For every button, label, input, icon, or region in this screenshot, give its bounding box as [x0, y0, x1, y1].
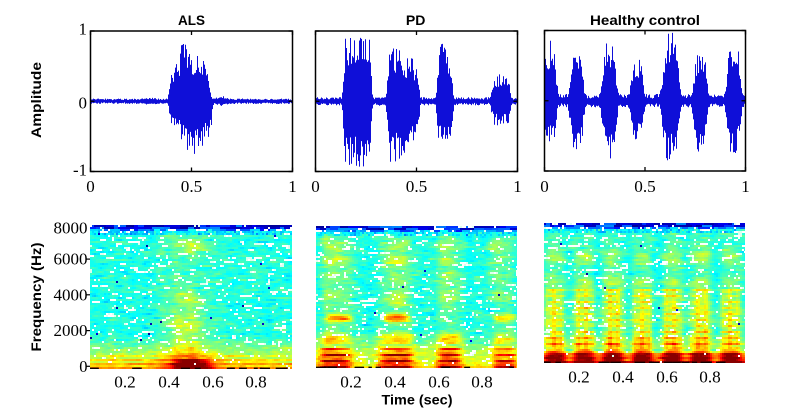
svg-text:Time (sec): Time (sec): [382, 392, 453, 408]
svg-text:0.4: 0.4: [612, 368, 634, 387]
svg-text:0: 0: [540, 177, 549, 196]
svg-text:0.5: 0.5: [634, 177, 656, 196]
svg-text:0.2: 0.2: [340, 373, 362, 392]
svg-text:0: 0: [311, 177, 320, 196]
svg-text:ALS: ALS: [178, 12, 205, 28]
svg-text:0.5: 0.5: [181, 177, 203, 196]
svg-text:0.8: 0.8: [245, 373, 267, 392]
svg-text:0.5: 0.5: [406, 177, 428, 196]
svg-text:0.2: 0.2: [568, 368, 590, 387]
svg-text:Frequency (Hz): Frequency (Hz): [28, 243, 44, 352]
svg-text:0.6: 0.6: [656, 368, 678, 387]
svg-text:6000: 6000: [54, 250, 88, 269]
svg-text:4000: 4000: [54, 285, 88, 304]
svg-text:-1: -1: [73, 161, 87, 180]
svg-text:1: 1: [288, 177, 297, 196]
svg-text:0.6: 0.6: [428, 373, 450, 392]
svg-text:0.6: 0.6: [202, 373, 224, 392]
svg-text:0.8: 0.8: [699, 368, 721, 387]
svg-text:Healthy control: Healthy control: [590, 12, 700, 28]
svg-text:0.2: 0.2: [114, 373, 136, 392]
svg-text:0.4: 0.4: [158, 373, 180, 392]
svg-text:0: 0: [86, 177, 95, 196]
svg-text:1: 1: [741, 177, 750, 196]
svg-text:0.4: 0.4: [384, 373, 406, 392]
svg-text:0: 0: [79, 357, 87, 376]
svg-text:1: 1: [513, 177, 522, 196]
svg-text:PD: PD: [406, 12, 426, 28]
svg-text:Amplitude: Amplitude: [28, 62, 44, 138]
svg-text:8000: 8000: [54, 219, 88, 238]
svg-text:0.8: 0.8: [471, 373, 493, 392]
svg-text:0: 0: [79, 94, 88, 113]
svg-text:1: 1: [79, 20, 88, 39]
svg-text:2000: 2000: [54, 321, 88, 340]
